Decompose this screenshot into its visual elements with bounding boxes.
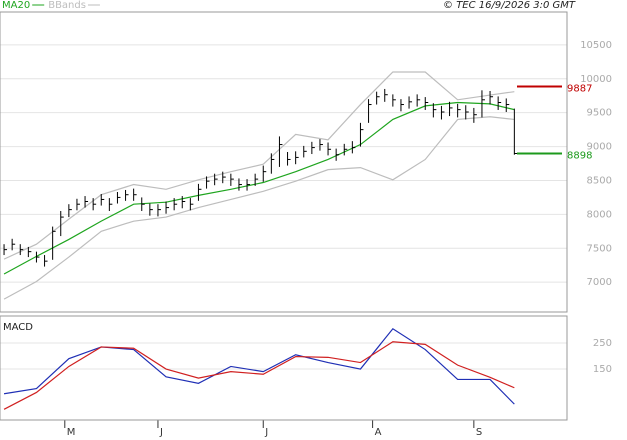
indicator-line bbox=[3, 101, 515, 275]
macd-line bbox=[3, 327, 515, 405]
y-tick-label: 250 bbox=[593, 338, 612, 349]
x-tick-label: S bbox=[476, 427, 482, 438]
y-tick-label: 8000 bbox=[587, 209, 612, 220]
y-tick-label: 7000 bbox=[587, 277, 612, 288]
level-label: 9887 bbox=[567, 83, 592, 94]
y-tick-label: 9500 bbox=[587, 108, 612, 119]
copyright: © TEC 16/9/2026 3:0 GMT bbox=[443, 0, 576, 11]
y-tick-label: 10500 bbox=[580, 40, 612, 51]
y-tick-label: 150 bbox=[593, 364, 612, 375]
plot-frame bbox=[0, 315, 568, 421]
y-tick-label: 7500 bbox=[587, 243, 612, 254]
panel-title: MACD bbox=[3, 322, 33, 333]
level-label: 8898 bbox=[567, 150, 592, 161]
y-tick-label: 9000 bbox=[587, 142, 612, 153]
indicator-line bbox=[3, 71, 515, 260]
indicator-line bbox=[3, 116, 515, 300]
x-tick-label: J bbox=[264, 427, 268, 438]
plot-frame bbox=[0, 11, 568, 313]
y-tick-label: 8500 bbox=[587, 175, 612, 186]
x-tick-label: A bbox=[375, 427, 382, 438]
x-tick-label: M bbox=[67, 427, 76, 438]
x-tick-label: J bbox=[159, 427, 163, 438]
macd-line bbox=[3, 341, 515, 410]
legend-label: MA20 bbox=[2, 0, 30, 11]
y-tick-label: 10000 bbox=[580, 74, 612, 85]
legend-label: BBands bbox=[48, 0, 86, 11]
